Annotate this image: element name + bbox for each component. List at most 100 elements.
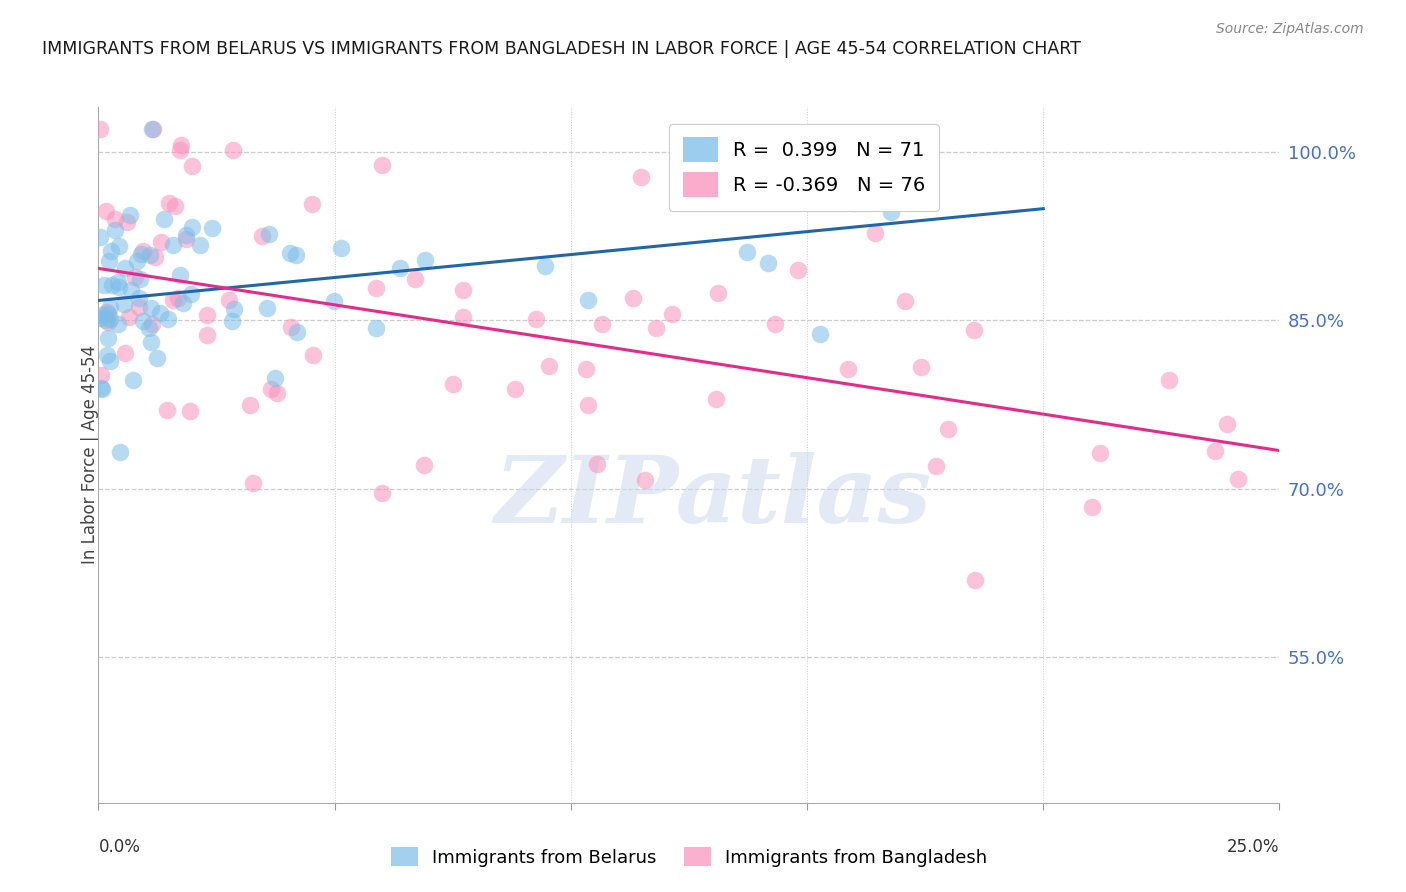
- Point: [138, 321, 160, 335]
- Point: [122, 373, 145, 387]
- Point: [115, 215, 138, 229]
- Point: [505, 382, 527, 396]
- Point: [141, 335, 163, 350]
- Text: 0.0%: 0.0%: [98, 838, 141, 856]
- Point: [441, 376, 464, 391]
- Point: [91, 309, 114, 323]
- Point: [98, 300, 121, 314]
- Text: ZIPatlas: ZIPatlas: [494, 451, 931, 541]
- Point: [108, 280, 131, 294]
- Point: [451, 310, 474, 325]
- Point: [94, 313, 117, 327]
- Point: [162, 237, 184, 252]
- Point: [285, 248, 308, 262]
- Point: [621, 291, 644, 305]
- Point: [257, 227, 280, 241]
- Y-axis label: In Labor Force | Age 45-54: In Labor Force | Age 45-54: [82, 345, 98, 565]
- Point: [181, 159, 204, 173]
- Point: [808, 327, 831, 342]
- Point: [98, 311, 121, 326]
- Point: [89, 230, 111, 244]
- Point: [534, 260, 557, 274]
- Point: [107, 276, 129, 290]
- Point: [863, 227, 886, 241]
- Point: [576, 293, 599, 307]
- Point: [96, 305, 118, 319]
- Point: [112, 297, 135, 311]
- Point: [330, 242, 353, 256]
- Point: [124, 269, 146, 284]
- Point: [1090, 446, 1112, 460]
- Point: [90, 381, 112, 395]
- Point: [114, 260, 136, 275]
- Point: [256, 301, 278, 316]
- Point: [371, 486, 394, 500]
- Point: [763, 317, 786, 331]
- Point: [266, 385, 288, 400]
- Point: [141, 317, 163, 331]
- Point: [301, 196, 323, 211]
- Point: [634, 473, 657, 487]
- Point: [98, 354, 121, 368]
- Point: [139, 248, 162, 262]
- Point: [370, 158, 392, 172]
- Point: [129, 272, 152, 286]
- Point: [100, 244, 122, 259]
- Point: [174, 227, 197, 242]
- Point: [132, 244, 155, 259]
- Point: [963, 323, 986, 337]
- Point: [221, 314, 243, 328]
- Point: [364, 320, 387, 334]
- Point: [142, 122, 165, 136]
- Point: [787, 263, 810, 277]
- Point: [167, 291, 190, 305]
- Point: [837, 362, 859, 376]
- Legend: Immigrants from Belarus, Immigrants from Bangladesh: Immigrants from Belarus, Immigrants from…: [384, 840, 994, 874]
- Point: [1204, 443, 1226, 458]
- Point: [157, 312, 180, 326]
- Point: [132, 314, 155, 328]
- Point: [586, 457, 609, 471]
- Point: [1216, 417, 1239, 431]
- Point: [844, 196, 866, 211]
- Point: [645, 321, 668, 335]
- Point: [713, 180, 735, 194]
- Point: [389, 261, 412, 276]
- Point: [90, 382, 112, 396]
- Point: [413, 252, 436, 267]
- Point: [704, 392, 727, 406]
- Point: [93, 278, 115, 293]
- Point: [129, 247, 152, 261]
- Point: [89, 311, 111, 326]
- Point: [97, 331, 120, 345]
- Point: [139, 301, 162, 315]
- Point: [910, 360, 932, 375]
- Point: [242, 476, 264, 491]
- Point: [120, 283, 142, 297]
- Point: [197, 327, 219, 342]
- Point: [128, 291, 150, 305]
- Point: [413, 458, 436, 472]
- Point: [252, 228, 274, 243]
- Point: [404, 272, 426, 286]
- Point: [98, 253, 121, 268]
- Point: [120, 209, 142, 223]
- Point: [963, 573, 986, 587]
- Point: [285, 325, 308, 339]
- Point: [143, 250, 166, 264]
- Point: [302, 348, 325, 362]
- Point: [90, 368, 112, 383]
- Point: [96, 204, 118, 219]
- Point: [165, 199, 187, 213]
- Point: [538, 359, 561, 373]
- Point: [218, 293, 240, 307]
- Point: [1157, 373, 1180, 387]
- Point: [1227, 472, 1250, 486]
- Point: [149, 306, 172, 320]
- Point: [89, 122, 111, 136]
- Point: [107, 317, 129, 331]
- Point: [169, 268, 191, 282]
- Point: [141, 122, 163, 136]
- Point: [181, 220, 204, 235]
- Point: [894, 293, 917, 308]
